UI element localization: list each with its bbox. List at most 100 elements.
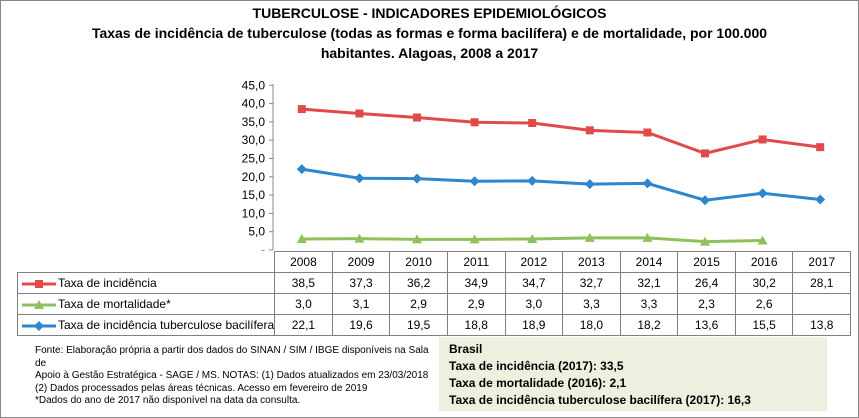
data-point [816,143,825,152]
table-cell: 28,1 [792,272,852,294]
data-point [757,235,768,245]
legend-marker-icon [18,297,58,311]
data-point [584,232,595,242]
table-cell: 2,3 [677,293,736,315]
data-point [297,105,306,114]
series-name: Taxa de mortalidade* [58,297,171,311]
year-header: 2016 [734,251,794,273]
data-point [527,234,538,244]
table-cell: 19,6 [331,314,391,336]
data-point [528,118,537,127]
table-row: Taxa de mortalidade* 3,0 3,1 2,9 2,9 3,0 3,3 3,… [16,293,852,315]
data-table: 2008 2009 2010 2011 2012 2013 2014 2015 2016 2017… [16,251,852,336]
legend-entry: Taxa de incidência tuberculose bacilífer… [16,314,276,336]
chart-subtitle-1: Taxas de incidência de tuberculose (toda… [91,25,768,41]
y-tick-label: 5,0 [248,225,265,239]
y-tick-label: 10,0 [242,206,266,220]
legend-marker-icon [18,318,58,332]
data-point [412,173,422,184]
chart-title: TUBERCULOSE - INDICADORES EPIDEMIOLÓGICO… [252,5,607,21]
table-cell: 38,5 [274,272,333,294]
brasil-line: Taxa de mortalidade (2016): 2,1 [449,376,627,390]
data-point [469,176,480,187]
data-point [527,175,538,186]
table-corner [17,251,276,273]
table-cell: 34,9 [446,272,506,294]
table-cell: 13,8 [792,314,852,336]
chart-subtitle-2: habitantes. Alagoas, 2008 a 2017 [320,45,539,61]
data-point [470,118,479,127]
y-tick-label: 25,0 [242,152,266,166]
data-point [642,178,653,189]
table-cell: 2,9 [389,293,448,315]
brasil-line: Taxa de incidência (2017): 33,5 [449,359,624,373]
table-row: Taxa de incidência 38,5 37,3 36,2 34,9 34,7 32… [16,272,852,294]
table-cell: 32,7 [562,272,621,294]
table-cell: 30,2 [734,272,794,294]
data-point [757,188,768,199]
y-tick-label: 45,0 [242,78,266,92]
data-point [758,135,767,144]
legend-entry: Taxa de incidência [16,272,276,294]
data-point [700,195,710,206]
table-cell: 32,1 [619,272,679,294]
data-point [815,194,826,205]
y-tick-label: 20,0 [242,170,266,184]
note-line: *Dados do ano de 2017 não disponível na … [35,395,301,406]
note-line: Apoio à Gestão Estratégica - SAGE / MS. … [35,370,429,381]
table-cell: 13,6 [677,314,736,336]
year-header: 2013 [562,251,621,273]
table-cell: 26,4 [677,272,736,294]
note-line: (2) Dados processados pelas áreas técnic… [35,382,368,394]
table-cell: 18,2 [619,314,679,336]
table-cell: 2,6 [734,293,794,315]
series-line-0 [301,107,821,155]
data-point [469,234,480,244]
year-header: 2009 [331,251,391,273]
table-cell: 3,0 [504,293,564,315]
y-tick-label: 40,0 [242,97,266,111]
brasil-line: Taxa de incidência tuberculose bacilífer… [449,393,751,407]
y-tick-label: 30,0 [242,133,266,147]
table-cell: 18,0 [562,314,621,336]
data-point [354,173,365,184]
legend-entry: Taxa de mortalidade* [16,293,276,315]
series-name: Taxa de incidência tuberculose bacilífer… [58,318,275,332]
year-header: 2008 [274,251,333,273]
table-cell: 37,3 [331,272,391,294]
data-point [701,149,709,158]
data-point [700,236,710,246]
series-name: Taxa de incidência [58,276,157,290]
line-chart: - 5,0 10,0 15,0 20,0 25,0 30,0 35,0 40,0 45,0 [242,78,826,251]
table-cell: 18,8 [446,314,506,336]
y-tick-label: 35,0 [242,115,266,129]
table-cell: 15,5 [734,314,794,336]
brasil-heading: Brasil [449,342,483,356]
data-point [355,109,364,118]
data-point [642,232,653,242]
year-header: 2010 [389,251,448,273]
table-row: Taxa de incidência tuberculose bacilífer… [16,314,852,336]
data-point [584,179,595,190]
source-notes: Fonte: Elaboração própria a partir dos d… [35,345,435,408]
year-header: 2015 [677,251,736,273]
year-header: 2011 [446,251,506,273]
note-line: Fonte: Elaboração própria a partir dos d… [35,345,429,369]
y-tick-label: - [261,243,265,251]
table-cell: 36,2 [389,272,448,294]
table-cell: 22,1 [274,314,333,336]
data-point [413,113,421,122]
data-point [643,128,652,137]
data-point [296,164,307,175]
data-point [585,126,594,135]
year-header: 2012 [504,251,564,273]
table-cell: 3,3 [619,293,679,315]
table-cell [792,293,852,315]
year-header: 2017 [792,251,852,273]
table-cell: 18,9 [504,314,564,336]
table-cell: 34,7 [504,272,564,294]
brasil-summary-box: Brasil Taxa de incidência (2017): 33,5 T… [439,337,827,411]
table-cell: 3,1 [331,293,391,315]
series-line-2 [301,167,821,202]
